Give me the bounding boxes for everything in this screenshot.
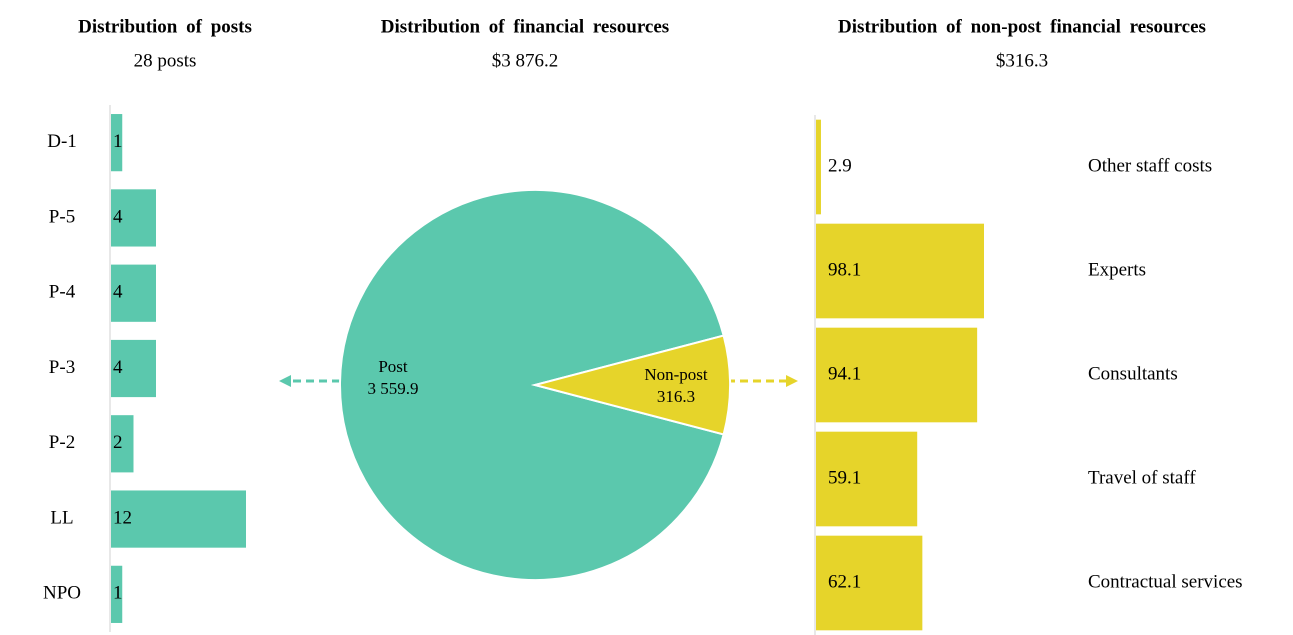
bar	[816, 431, 918, 527]
value-label: 4	[113, 282, 123, 303]
value-label: 2.9	[828, 155, 852, 176]
chart-subtitle: $316.3	[996, 50, 1048, 71]
slice-value: 316.3	[657, 387, 695, 406]
category-label: D-1	[47, 131, 77, 152]
bar	[111, 189, 156, 247]
pie-slice	[531, 334, 731, 436]
value-label: 98.1	[828, 259, 861, 280]
category-label: Contractual services	[1088, 571, 1243, 592]
category-label: NPO	[43, 583, 81, 604]
value-label: 1	[113, 583, 123, 604]
slice-name: Non-post	[644, 365, 708, 384]
bar	[816, 223, 984, 319]
slice-value: 3 559.9	[368, 379, 419, 398]
category-label: P-2	[49, 432, 75, 453]
category-label: Travel of staff	[1088, 467, 1196, 488]
chart-subtitle: 28 posts	[134, 50, 197, 71]
value-label: 2	[113, 432, 123, 453]
bar	[816, 327, 978, 423]
category-label: P-3	[49, 357, 75, 378]
category-label: Other staff costs	[1088, 155, 1212, 176]
bar	[816, 119, 821, 215]
bar	[111, 415, 134, 473]
category-label: Consultants	[1088, 363, 1178, 384]
value-label: 12	[113, 507, 132, 528]
arrows	[279, 375, 798, 387]
value-label: 94.1	[828, 363, 861, 384]
bar	[111, 114, 123, 172]
value-label: 4	[113, 357, 123, 378]
value-label: 4	[113, 206, 123, 227]
category-label: P-5	[49, 206, 75, 227]
bar	[111, 490, 246, 548]
chart-title: Distribution of financial resources	[381, 16, 669, 37]
bar	[816, 535, 923, 631]
chart-subtitle: $3 876.2	[492, 50, 559, 71]
value-label: 59.1	[828, 467, 861, 488]
slice-name: Post	[378, 357, 408, 376]
value-label: 1	[113, 131, 123, 152]
bar	[111, 339, 156, 398]
arrow-head	[279, 375, 291, 387]
bar	[111, 264, 156, 322]
arrow-head	[786, 375, 798, 387]
category-label: P-4	[49, 282, 76, 303]
bar	[111, 565, 123, 623]
category-label: LL	[50, 507, 73, 528]
value-label: 62.1	[828, 571, 861, 592]
chart-title: Distribution of posts	[78, 16, 252, 37]
category-label: Experts	[1088, 259, 1146, 280]
chart-title: Distribution of non-post financial resou…	[838, 16, 1206, 37]
